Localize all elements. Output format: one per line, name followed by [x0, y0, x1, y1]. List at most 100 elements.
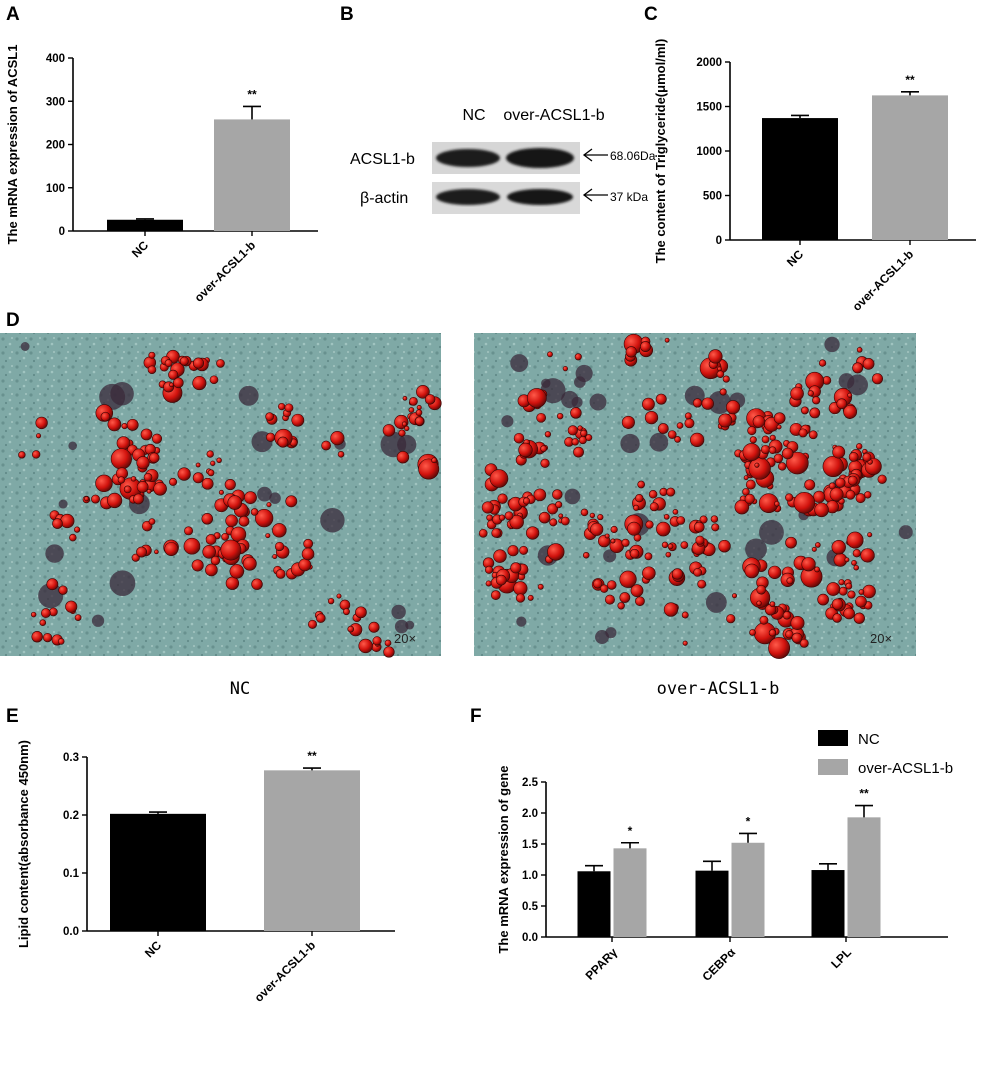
lipid-droplet [303, 538, 314, 549]
lipid-droplet [831, 598, 844, 610]
lipid-droplet [577, 425, 583, 431]
chart-f-x-tick-label: LPL [828, 945, 854, 971]
lipid-droplet [205, 534, 217, 545]
lipid-droplet [31, 450, 41, 459]
lipid-droplet [722, 375, 730, 383]
lipid-droplet [172, 377, 184, 389]
micrograph-nc: 20× [0, 333, 442, 658]
lipid-droplet [667, 543, 674, 550]
micrograph-caption-over: over-ACSL1-b [657, 679, 780, 699]
lipid-droplet [383, 646, 395, 658]
dark-cell-blob [91, 614, 105, 627]
lipid-droplet [814, 542, 821, 548]
dark-cell-blob [620, 433, 640, 454]
lipid-droplet [164, 542, 179, 556]
lipid-droplet [40, 608, 51, 618]
lipid-droplet [726, 614, 736, 624]
panel-letter-d: D [6, 310, 20, 331]
lipid-droplet [519, 545, 529, 555]
lipid-droplet [585, 434, 593, 442]
legend-label-nc: NC [858, 731, 880, 748]
chart-f-significance-marker: * [746, 814, 751, 828]
dark-cell-blob [405, 620, 415, 630]
dark-cell-blob [99, 383, 126, 410]
lipid-droplet [513, 432, 525, 444]
lipid-droplet [663, 602, 679, 617]
lipid-droplet [852, 362, 864, 374]
lipid-droplet [665, 551, 672, 558]
lipid-droplet [250, 508, 259, 516]
dark-cell-blob [603, 549, 617, 563]
lipid-droplet [540, 458, 550, 468]
lipid-droplet [224, 478, 236, 491]
lipid-droplet [191, 559, 204, 572]
lipid-droplet [481, 501, 494, 514]
chart-a-y-tick-label: 300 [46, 96, 65, 108]
chart-f-bar-nc [811, 870, 845, 937]
lipid-droplet [133, 493, 144, 505]
blot-row-label-acsl1: ACSL1-b [350, 151, 415, 168]
lipid-droplet [65, 600, 78, 613]
chart-f-bar-over [731, 842, 765, 937]
lipid-droplet [644, 552, 653, 561]
dark-cell-blob [501, 415, 514, 428]
lipid-droplet [768, 565, 782, 579]
lipid-droplet [648, 490, 658, 499]
lipid-droplet [800, 406, 809, 415]
lipid-droplet [811, 546, 817, 552]
lipid-droplet [695, 535, 705, 545]
lipid-droplet [164, 359, 173, 368]
lipid-droplet [510, 562, 522, 574]
blot-col-label-nc: NC [462, 107, 485, 124]
lipid-droplet [690, 432, 705, 448]
lipid-droplet [718, 539, 731, 553]
dark-cell-blob [759, 519, 784, 545]
lipid-droplet [851, 559, 857, 566]
lipid-droplet [756, 600, 762, 606]
dark-cell-blob [574, 376, 586, 388]
chart-e-x-tick-label: over-ACSL1-b [252, 938, 318, 1004]
lipid-droplet [845, 490, 856, 500]
lipid-droplet [489, 469, 509, 488]
lipid-droplet [107, 417, 122, 432]
lipid-droplet [358, 638, 373, 654]
lipid-droplet [242, 556, 257, 571]
chart-c-bar-nc [762, 118, 838, 240]
lipid-droplet [711, 523, 720, 532]
lipid-droplet [826, 582, 841, 596]
lipid-droplet [760, 444, 770, 455]
lipid-droplet [522, 497, 531, 505]
lipid-droplet [567, 425, 578, 436]
chart-f-bar-over [613, 848, 647, 937]
panel-letter-e: E [6, 706, 19, 727]
dark-cell-blob [38, 583, 64, 609]
lipid-droplet [342, 608, 350, 616]
dark-cell-blob [649, 432, 669, 452]
lipid-droplet [140, 428, 153, 441]
lipid-droplet [814, 566, 820, 573]
chart-a-y-axis-title: The mRNA expression of ACSL1 [5, 45, 20, 245]
lipid-droplet [195, 462, 201, 468]
lipid-droplet [635, 494, 644, 503]
lipid-droplet [742, 488, 750, 496]
lipid-droplet [717, 366, 722, 372]
lipid-droplet [835, 477, 846, 488]
legend-swatch-nc [818, 730, 848, 746]
lipid-droplet [773, 412, 786, 425]
lipid-droplet [221, 532, 229, 541]
lipid-droplet [793, 491, 816, 514]
lipid-droplet [518, 442, 533, 458]
chart-c-y-tick-label: 2000 [696, 57, 722, 69]
lipid-droplet [414, 416, 425, 426]
lipid-droplet [855, 493, 866, 504]
arrow-left-icon [582, 148, 608, 162]
lipid-droplet [265, 412, 274, 421]
lipid-droplet [552, 489, 563, 500]
chart-c-y-tick-label: 500 [703, 191, 722, 203]
lipid-droplet [644, 410, 659, 425]
lipid-droplet [560, 516, 570, 526]
lipid-droplet [804, 479, 816, 491]
dark-cell-blob [68, 441, 77, 451]
lipid-droplet [697, 579, 707, 589]
lipid-droplet [60, 513, 75, 529]
